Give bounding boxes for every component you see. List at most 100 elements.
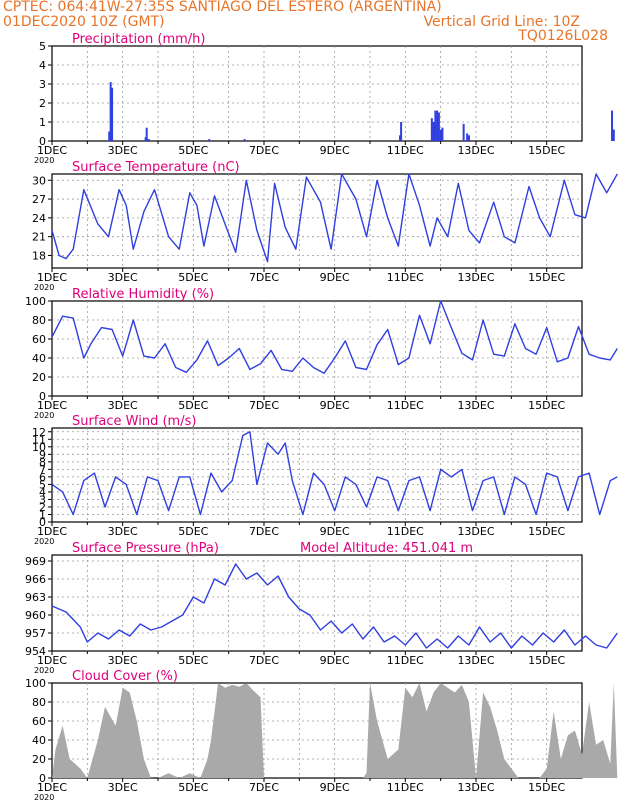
x-tick-label: 7DEC	[249, 781, 279, 794]
year-label: 2020	[34, 156, 54, 165]
precip-bar	[432, 122, 435, 141]
x-tick-label: 15DEC	[528, 654, 565, 667]
x-tick-label: 3DEC	[108, 525, 138, 538]
x-tick-label: 11DEC	[387, 271, 424, 284]
y-tick-label: 100	[25, 295, 46, 308]
y-tick-label: 1	[39, 116, 46, 129]
x-tick-label: 3DEC	[108, 781, 138, 794]
series-line	[51, 173, 618, 263]
year-label: 2020	[34, 283, 54, 292]
precip-bar	[144, 137, 147, 141]
y-tick-label: 4	[39, 59, 46, 72]
y-tick-label: 954	[25, 645, 46, 658]
x-tick-label: 9DEC	[320, 654, 350, 667]
x-tick-label: 7DEC	[249, 399, 279, 412]
x-tick-label: 7DEC	[249, 144, 279, 157]
y-tick-label: 4	[39, 486, 46, 499]
x-tick-label: 9DEC	[320, 525, 350, 538]
x-tick-label: 1DEC	[37, 654, 67, 667]
x-tick-label: 13DEC	[457, 399, 494, 412]
model-altitude: Model Altitude: 451.041 m	[300, 541, 473, 556]
panel-title: Precipitation (mm/h)	[72, 32, 205, 47]
x-tick-label: 15DEC	[528, 271, 565, 284]
precip-bar	[146, 139, 149, 141]
precip-bar	[108, 131, 111, 141]
x-tick-label: 15DEC	[528, 144, 565, 157]
y-tick-label: 0	[39, 516, 46, 529]
x-tick-label: 3DEC	[108, 399, 138, 412]
year-label: 2020	[34, 411, 54, 420]
year-label: 2020	[34, 666, 54, 675]
y-tick-label: 60	[32, 333, 46, 346]
precip-bar	[243, 139, 246, 141]
y-tick-label: 3	[39, 78, 46, 91]
x-tick-label: 5DEC	[178, 654, 208, 667]
x-tick-label: 5DEC	[178, 271, 208, 284]
precip-bar	[400, 122, 403, 141]
series-line	[51, 431, 618, 516]
precip-bar	[430, 118, 433, 141]
year-label: 2020	[34, 793, 54, 800]
panel-frame	[51, 554, 583, 652]
x-tick-label: 3DEC	[108, 654, 138, 667]
panel-title: Cloud Cover (%)	[72, 669, 178, 684]
year-label: 2020	[34, 537, 54, 546]
precip-bar	[208, 139, 211, 141]
panel-title: Relative Humidity (%)	[72, 287, 214, 302]
y-tick-label: 10	[32, 441, 46, 454]
y-tick-label: 0	[39, 390, 46, 403]
y-tick-label: 5	[39, 40, 46, 53]
x-tick-label: 1DEC	[37, 399, 67, 412]
x-tick-label: 9DEC	[320, 271, 350, 284]
y-tick-label: 963	[25, 591, 46, 604]
y-tick-label: 966	[25, 573, 46, 586]
y-tick-label: 100	[25, 677, 46, 690]
panel-frame	[51, 173, 583, 269]
precip-bar	[109, 82, 112, 141]
x-tick-label: 1DEC	[37, 271, 67, 284]
precip-bar	[399, 135, 402, 141]
precip-bar	[437, 112, 440, 141]
precip-bar	[612, 129, 615, 141]
panel-frame	[51, 300, 583, 397]
x-tick-label: 9DEC	[320, 144, 350, 157]
x-tick-label: 11DEC	[387, 654, 424, 667]
y-tick-label: 2	[39, 501, 46, 514]
x-tick-label: 3DEC	[108, 271, 138, 284]
x-tick-label: 9DEC	[320, 399, 350, 412]
y-tick-label: 20	[32, 753, 46, 766]
precip-bar	[434, 110, 437, 141]
x-tick-label: 15DEC	[528, 399, 565, 412]
precip-bar	[611, 110, 614, 141]
y-tick-label: 2	[39, 97, 46, 110]
panel-frame	[51, 682, 583, 779]
x-tick-label: 13DEC	[457, 271, 494, 284]
y-tick-label: 5	[39, 478, 46, 491]
x-tick-label: 1DEC	[37, 781, 67, 794]
precip-bar	[145, 127, 148, 141]
x-tick-label: 5DEC	[178, 399, 208, 412]
y-tick-label: 80	[32, 314, 46, 327]
y-tick-label: 6	[39, 471, 46, 484]
y-tick-label: 957	[25, 627, 46, 640]
panel-title: Surface Wind (m/s)	[72, 414, 196, 429]
chart-header: CPTEC: 064:41W-27:35S SANTIAGO DEL ESTER…	[0, 0, 618, 46]
precip-bar	[147, 139, 150, 141]
panel-title: Surface Temperature (nC)	[72, 160, 240, 175]
x-tick-label: 11DEC	[387, 144, 424, 157]
y-tick-label: 24	[32, 212, 46, 225]
run-datetime: 01DEC2020 10Z (GMT)	[3, 14, 165, 30]
x-tick-label: 15DEC	[528, 781, 565, 794]
x-tick-label: 3DEC	[108, 144, 138, 157]
y-tick-label: 40	[32, 352, 46, 365]
x-tick-label: 11DEC	[387, 781, 424, 794]
y-tick-label: 60	[32, 715, 46, 728]
y-tick-label: 8	[39, 456, 46, 469]
y-tick-label: 7	[39, 463, 46, 476]
model-id: TQ0126L028	[518, 28, 608, 44]
y-tick-label: 960	[25, 609, 46, 622]
x-tick-label: 1DEC	[37, 144, 67, 157]
x-tick-label: 1DEC	[37, 525, 67, 538]
x-tick-label: 5DEC	[178, 525, 208, 538]
